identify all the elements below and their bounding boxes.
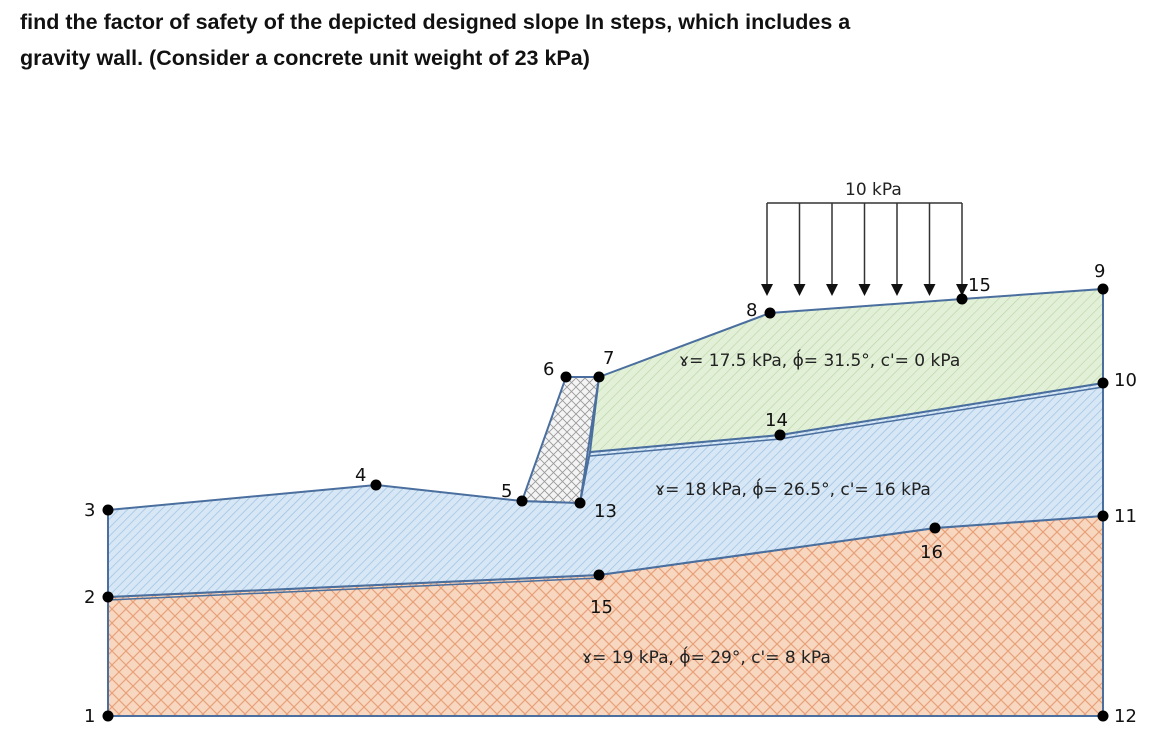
point-2: 2 — [84, 587, 114, 608]
point-4: 4 — [355, 465, 382, 491]
point-7-label: 7 — [603, 348, 614, 369]
point-10-label: 10 — [1114, 370, 1137, 391]
load-arrow-head — [826, 284, 838, 296]
load-arrow-head — [761, 284, 773, 296]
question-text: find the factor of safety of the depicte… — [20, 4, 1160, 76]
point-12: 12 — [1097, 706, 1137, 727]
question-line-1: find the factor of safety of the depicte… — [20, 10, 851, 34]
point-6: 6 — [543, 359, 572, 383]
point-8: 8 — [746, 300, 776, 321]
point-3: 3 — [84, 500, 114, 521]
point-15-surface-label: 15 — [968, 275, 991, 296]
point-8-label: 8 — [746, 300, 757, 321]
point-13: 13 — [574, 497, 617, 522]
point-9: 9 — [1094, 261, 1109, 295]
surcharge-load: 10 kPa — [761, 180, 968, 296]
point-6-label: 6 — [543, 359, 554, 380]
point-11-label: 11 — [1114, 506, 1137, 527]
point-9-label: 9 — [1094, 261, 1105, 282]
point-16-label: 16 — [920, 542, 943, 563]
point-16: 16 — [920, 522, 943, 563]
point-3-label: 3 — [84, 500, 95, 521]
point-2-label: 2 — [84, 587, 95, 608]
point-7: 7 — [593, 348, 614, 383]
point-12-label: 12 — [1114, 706, 1137, 727]
load-arrow-head — [923, 284, 936, 296]
load-arrow-head — [956, 284, 968, 296]
load-arrow-head — [891, 284, 903, 296]
point-1-label: 1 — [84, 706, 95, 727]
load-label: 10 kPa — [845, 180, 902, 200]
point-4-label: 4 — [355, 465, 366, 486]
point-5-label: 5 — [501, 481, 512, 502]
point-15-surface: 15 — [956, 275, 991, 305]
boundary-line-2-15 — [107, 577, 600, 601]
point-13-label: 13 — [594, 501, 617, 522]
point-15-bottom-label: 15 — [590, 597, 613, 618]
point-1: 1 — [84, 706, 114, 727]
load-arrow-head — [793, 284, 806, 296]
point-14: 14 — [765, 410, 788, 441]
layer-top-label: ɤ= 17.5 kPa, ϕ́= 31.5°, c'= 0 kPa — [679, 348, 960, 371]
layer-middle-label: ɤ= 18 kPa, ϕ́= 26.5°, c'= 16 kPa — [655, 477, 931, 500]
layer-top-region — [588, 287, 1104, 454]
point-5: 5 — [501, 481, 528, 507]
point-10: 10 — [1097, 370, 1137, 391]
point-14-label: 14 — [765, 410, 788, 431]
point-11: 11 — [1097, 506, 1137, 527]
point-15-bottom: 15 — [590, 569, 613, 618]
layer-bottom-label: ɤ= 19 kPa, ϕ́= 29°, c'= 8 kPa — [582, 645, 831, 668]
load-arrow-head — [858, 284, 871, 296]
question-line-2: gravity wall. (Consider a concrete unit … — [20, 46, 590, 70]
load-arrows — [761, 203, 968, 296]
